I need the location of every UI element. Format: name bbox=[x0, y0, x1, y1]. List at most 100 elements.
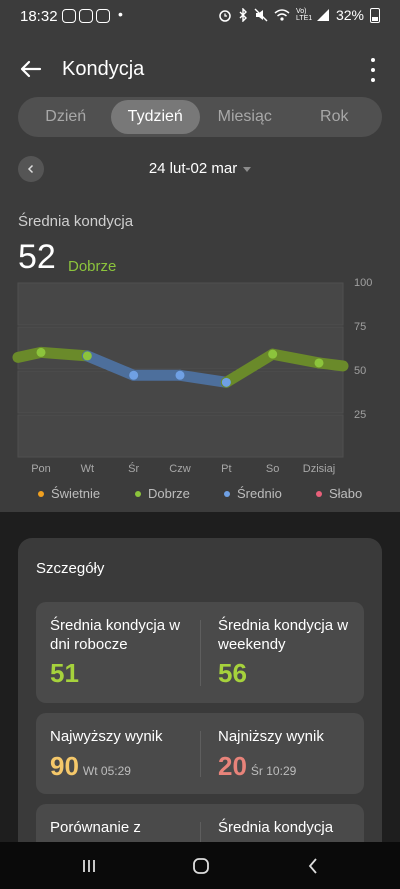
chevron-left-icon bbox=[27, 164, 34, 174]
date-range-text: 24 lut-02 mar bbox=[148, 160, 238, 177]
condition-band-segment bbox=[267, 348, 325, 369]
y-tick-label: 100 bbox=[354, 277, 372, 289]
system-icons: Vo) LTE1 32% bbox=[218, 7, 380, 23]
x-tick-label: Wt bbox=[81, 463, 94, 475]
battery-percent: 32% bbox=[335, 7, 364, 23]
legend-dot-icon bbox=[135, 490, 141, 497]
battery-icon bbox=[370, 7, 380, 23]
legend-label: Świetnie bbox=[51, 486, 101, 501]
condition-band-segment bbox=[220, 348, 279, 388]
back-button[interactable] bbox=[298, 854, 328, 878]
tab-year[interactable]: Rok bbox=[320, 108, 349, 125]
network-label: Vo) LTE1 bbox=[295, 8, 313, 22]
signal-icon bbox=[316, 9, 329, 21]
lowest-score-time: Śr 10:29 bbox=[250, 764, 297, 778]
app-header: Kondycja bbox=[0, 50, 400, 90]
tab-month[interactable]: Miesiąc bbox=[217, 108, 272, 125]
divider bbox=[200, 620, 201, 686]
tab-day[interactable]: Dzień bbox=[45, 108, 87, 125]
x-tick-label: Czw bbox=[169, 463, 190, 475]
data-point bbox=[82, 351, 92, 361]
average-label: Średnia kondycja bbox=[18, 213, 134, 230]
health-notification-icon-2 bbox=[96, 9, 110, 23]
chart-legend: Świetnie Dobrze Średnio Słabo bbox=[0, 486, 400, 504]
y-tick-label: 75 bbox=[354, 321, 366, 333]
condition-chart: 100 75 50 25 Pon Wt Śr Czw Pt So Dzisiaj bbox=[12, 277, 372, 475]
data-point bbox=[314, 358, 324, 368]
date-range-selector[interactable]: 24 lut-02 mar bbox=[0, 160, 400, 177]
average-condition-2: Średnia kondycja bbox=[204, 804, 368, 858]
status-time: 18:32 bbox=[20, 8, 58, 25]
grid-band bbox=[17, 282, 344, 326]
period-tabs: Dzień Tydzień Miesiąc Rok bbox=[18, 97, 382, 137]
legend-dot-icon bbox=[224, 490, 230, 497]
comparison: Porównanie z bbox=[36, 804, 200, 858]
highest-score-time: Wt 05:29 bbox=[82, 764, 131, 778]
divider bbox=[200, 731, 201, 777]
back-arrow-icon[interactable] bbox=[16, 54, 46, 84]
dropdown-caret-icon bbox=[243, 166, 252, 172]
extremes-panel: Najwyższy wynik 90 Wt 05:29 Najniższy wyn… bbox=[36, 713, 364, 794]
highest-score-label: Najwyższy wynik bbox=[50, 728, 163, 745]
condition-band-segment bbox=[81, 350, 140, 381]
page-title: Kondycja bbox=[62, 58, 145, 80]
lowest-score-value: 20 bbox=[218, 751, 247, 781]
recent-apps-button[interactable] bbox=[74, 854, 104, 878]
lowest-score-value-row: 20 Śr 10:29 bbox=[218, 751, 296, 782]
condition-band-segment bbox=[174, 369, 232, 388]
data-point bbox=[175, 370, 185, 380]
highest-score: Najwyższy wynik 90 Wt 05:29 bbox=[36, 713, 200, 794]
weekday-average-label: Średnia kondycja w dni robocze bbox=[50, 617, 181, 653]
condition-band-segment bbox=[35, 346, 93, 362]
legend-item: Średnio bbox=[224, 486, 282, 501]
notification-icons bbox=[62, 9, 110, 23]
legend-label: Średnio bbox=[237, 486, 282, 501]
wifi-icon bbox=[274, 9, 290, 21]
divider bbox=[200, 822, 201, 858]
x-tick-label: Pt bbox=[221, 463, 231, 475]
grid-band bbox=[17, 414, 344, 458]
x-tick-label: Śr bbox=[128, 462, 139, 475]
x-tick-label: Pon bbox=[31, 463, 51, 475]
y-tick-label: 25 bbox=[354, 409, 366, 421]
legend-item: Świetnie bbox=[38, 486, 100, 501]
lowest-score-label: Najniższy wynik bbox=[218, 728, 324, 745]
lowest-score: Najniższy wynik 20 Śr 10:29 bbox=[204, 713, 368, 794]
system-navigation-bar bbox=[0, 842, 400, 889]
home-button[interactable] bbox=[186, 854, 216, 878]
more-notifications-dot: • bbox=[118, 6, 123, 22]
data-point bbox=[129, 370, 139, 380]
more-options-icon[interactable] bbox=[368, 58, 378, 82]
x-tick-label: So bbox=[266, 463, 279, 475]
alarm-icon bbox=[219, 10, 231, 22]
weekday-average-value: 51 bbox=[50, 658, 79, 688]
data-point bbox=[36, 347, 46, 357]
data-point bbox=[221, 377, 231, 387]
tab-week[interactable]: Tydzień bbox=[110, 100, 200, 134]
legend-item: Dobrze bbox=[135, 486, 190, 501]
details-card: Szczegóły Średnia kondycja w dni robocze… bbox=[18, 538, 382, 858]
bluetooth-icon bbox=[239, 8, 247, 22]
previous-period-button[interactable] bbox=[18, 156, 44, 182]
status-bar: 18:32 • Vo) LTE1 32% bbox=[0, 0, 400, 34]
comparison-label: Porównanie z bbox=[50, 819, 141, 836]
weekend-average-value: 56 bbox=[218, 658, 247, 688]
legend-label: Dobrze bbox=[148, 486, 190, 501]
y-tick-label: 50 bbox=[354, 365, 366, 377]
averages-panel: Średnia kondycja w dni robocze 51 Średni… bbox=[36, 602, 364, 703]
average-value: 52 bbox=[18, 238, 56, 276]
weekday-average: Średnia kondycja w dni robocze 51 bbox=[36, 602, 200, 703]
weekend-average: Średnia kondycja w weekendy 56 bbox=[204, 602, 368, 703]
legend-label: Słabo bbox=[329, 486, 363, 501]
recent-apps-icon bbox=[83, 860, 95, 872]
highest-score-value: 90 bbox=[50, 751, 79, 781]
weekend-average-label: Średnia kondycja w weekendy bbox=[218, 617, 349, 653]
average-status: Dobrze bbox=[68, 258, 117, 275]
x-tick-label: Dzisiaj bbox=[303, 463, 335, 475]
mute-icon bbox=[254, 8, 268, 22]
home-icon bbox=[193, 858, 209, 874]
back-icon bbox=[308, 858, 317, 874]
alarm-notification-icon bbox=[62, 9, 76, 23]
data-point bbox=[268, 349, 278, 359]
